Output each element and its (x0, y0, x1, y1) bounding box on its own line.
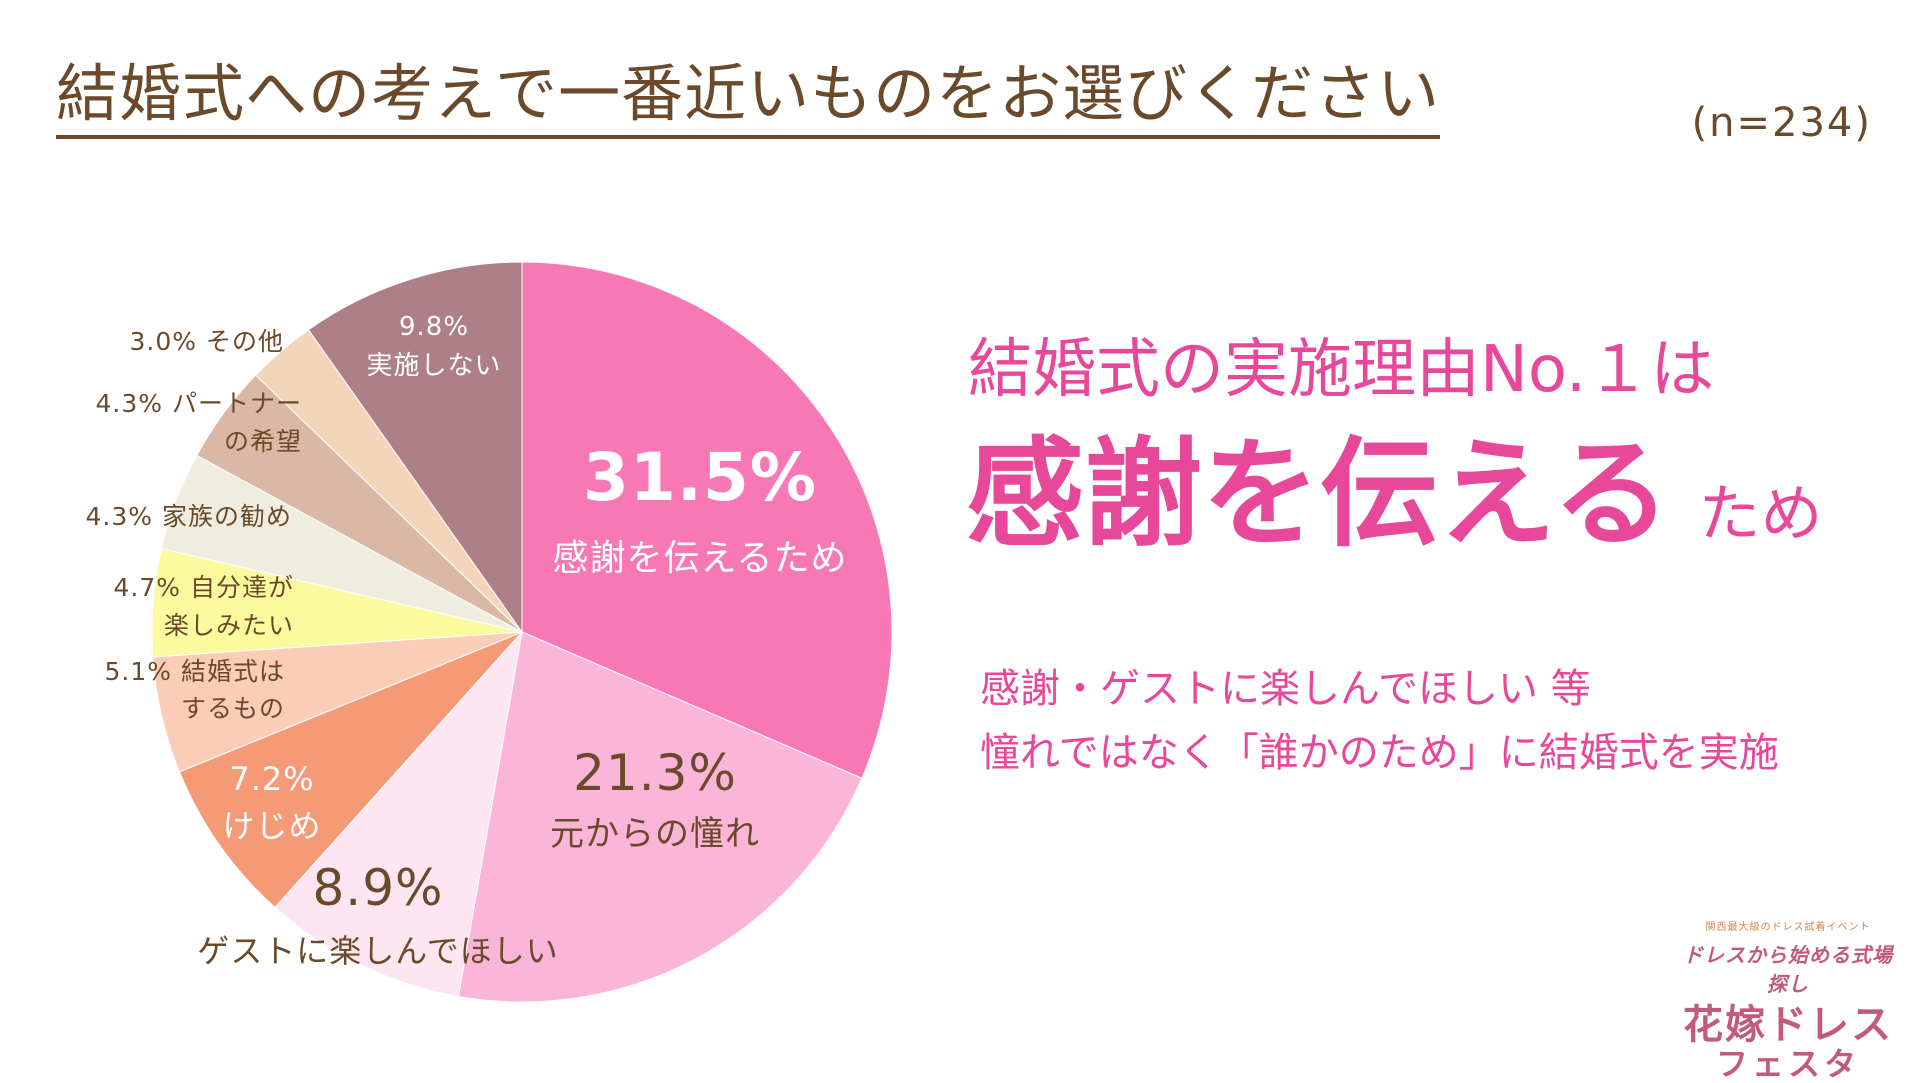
pie-slice (521, 261, 893, 779)
slice-category-label: 実施しない (366, 351, 501, 381)
pie-slice (307, 261, 523, 634)
slice-value-label: 4.3% 家族の勧め (86, 502, 292, 531)
pie-slice (457, 631, 863, 1003)
page-title: 結婚式への考えで一番近いものをお選びください (56, 58, 1441, 140)
headline-suffix: ため (1698, 477, 1823, 550)
headline-line1: 結婚式の実施理由No.１は (968, 333, 1715, 407)
slice-value-label: 5.1% 結婚式は (105, 657, 285, 686)
slice-value-label: 9.8% (399, 312, 469, 342)
subtext-line2: 憧れではなく「誰かのため」に結婚式を実施 (980, 730, 1779, 776)
slice-value-label: 8.9% (312, 859, 443, 917)
pie-slice (178, 631, 523, 909)
logo-name-line2: フェスタ (1715, 1045, 1860, 1083)
slice-category-label: の希望 (224, 427, 302, 456)
logo-tagline: 関西最大級のドレス試着イベント (1705, 922, 1871, 933)
slice-category-label: けじめ (222, 807, 321, 845)
slice-category-label: ゲストに楽しんでほしい (197, 932, 558, 970)
pie-slice (274, 630, 523, 998)
slice-value-label: 4.3% パートナー (96, 389, 302, 418)
slice-category-label: 元からの憧れ (550, 814, 760, 854)
slice-value-label: 21.3% (573, 744, 737, 802)
slice-category-label: 感謝を伝えるため (553, 538, 848, 579)
sample-size: (n=234) (1691, 100, 1872, 146)
slice-value-label: 31.5% (583, 439, 817, 516)
logo-subtitle: ドレスから始める式場探し (1683, 943, 1893, 996)
subtext-line1: 感謝・ゲストに楽しんでほしい 等 (980, 666, 1591, 712)
headline-main: 感謝を伝える (966, 425, 1671, 563)
slice-value-label: 7.2% (229, 760, 314, 798)
slice-value-label: 4.7% 自分達が (114, 573, 294, 602)
brand-logo: 関西最大級のドレス試着イベント ドレスから始める式場探し 花嫁ドレス フェスタ (1678, 918, 1898, 1082)
headline-main-line: 感謝を伝える ため (966, 429, 1823, 560)
slice-value-label: 3.0% その他 (130, 327, 284, 356)
slice-category-label: 楽しみたい (164, 611, 294, 640)
logo-name-line1: 花嫁ドレス (1683, 1002, 1893, 1048)
slice-category-label: するもの (181, 694, 285, 723)
